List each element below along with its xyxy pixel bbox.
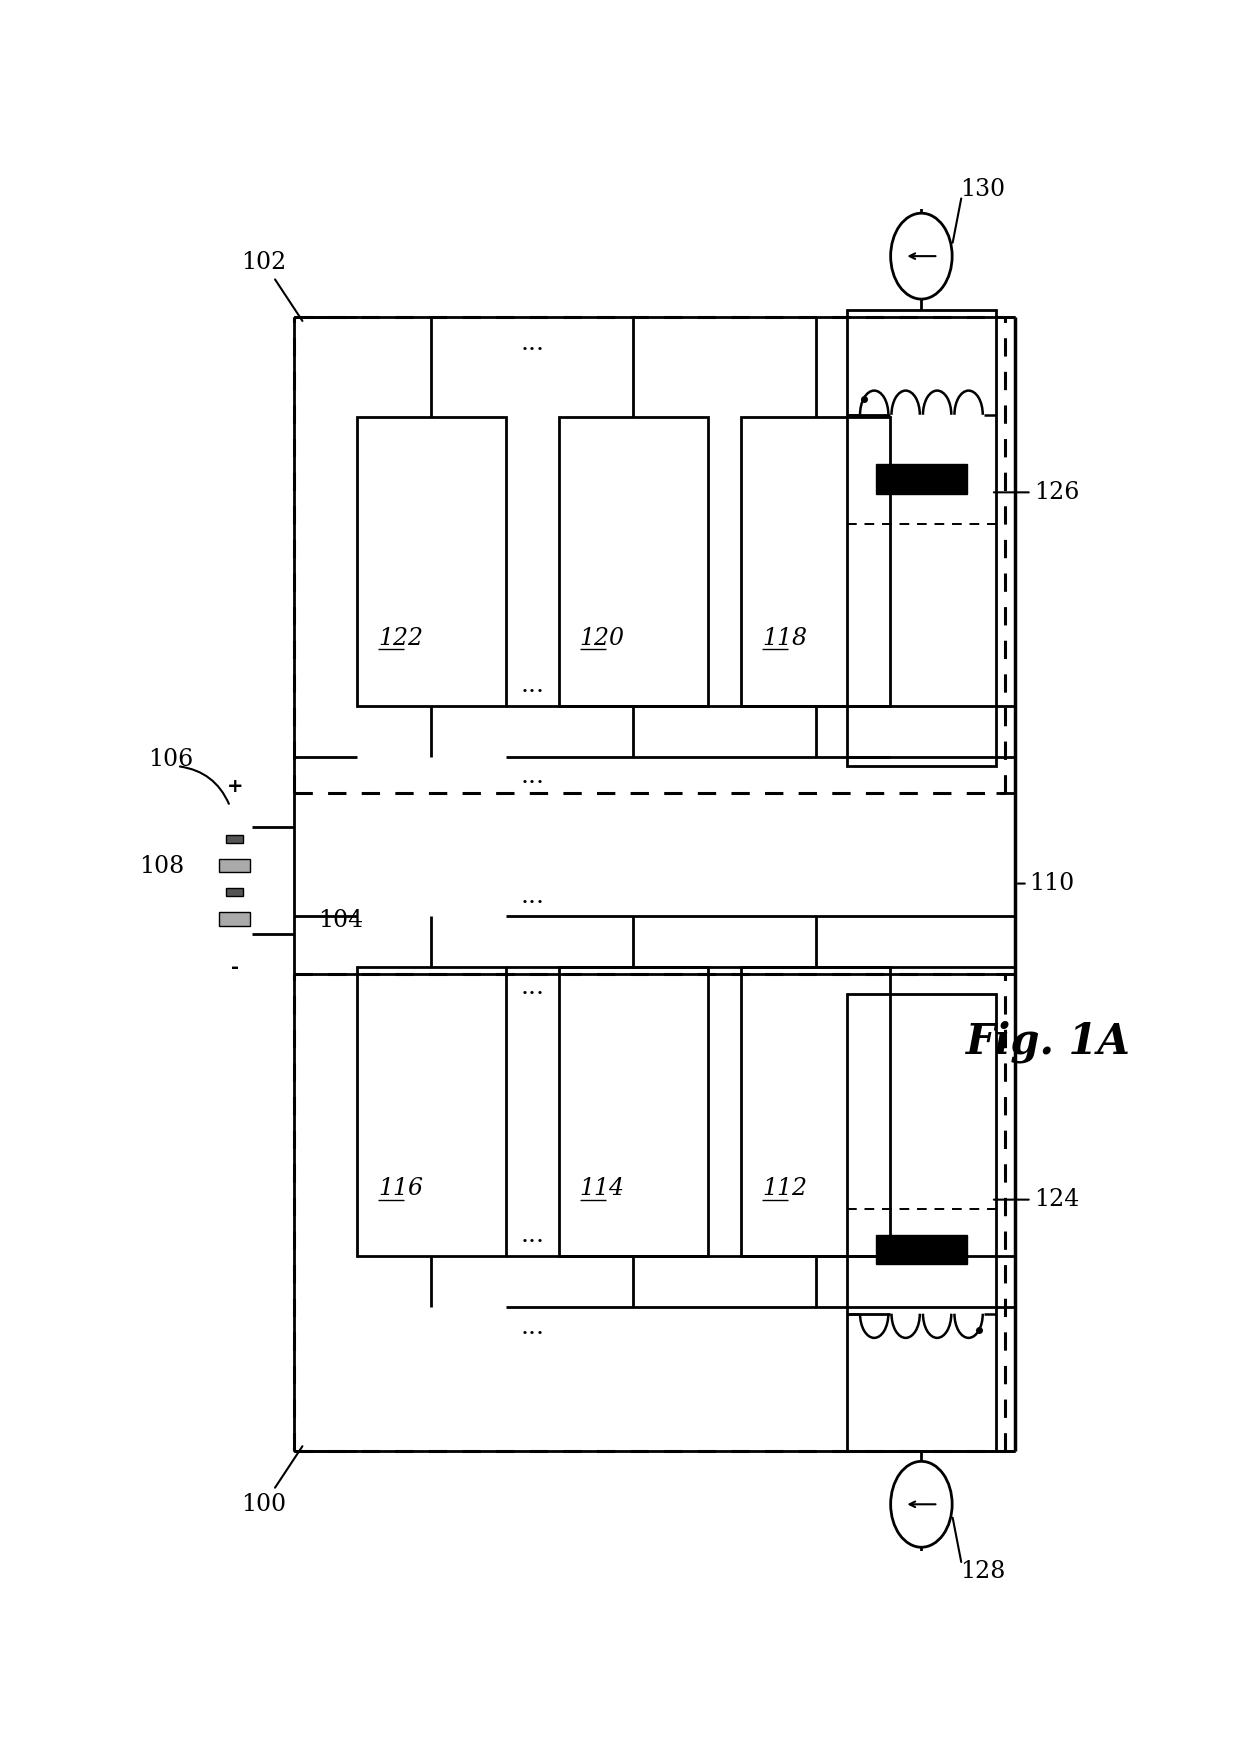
Bar <box>357 967 506 1257</box>
Text: 126: 126 <box>993 481 1080 504</box>
Text: 104: 104 <box>319 910 363 933</box>
Text: 102: 102 <box>242 251 303 321</box>
Bar <box>226 889 243 896</box>
Bar <box>558 417 708 706</box>
Text: +: + <box>227 777 243 797</box>
Text: 116: 116 <box>378 1178 423 1201</box>
Text: ...: ... <box>521 675 544 697</box>
Text: Fig. 1A: Fig. 1A <box>966 1020 1131 1063</box>
Text: 112: 112 <box>763 1178 807 1201</box>
Text: -: - <box>231 959 239 978</box>
Text: ...: ... <box>521 1316 544 1339</box>
Bar <box>875 464 967 493</box>
Text: 100: 100 <box>242 1447 303 1516</box>
Text: ...: ... <box>521 331 544 356</box>
Text: 118: 118 <box>763 627 807 650</box>
Text: 106: 106 <box>149 748 193 770</box>
Text: 130: 130 <box>960 178 1004 200</box>
Bar <box>875 1234 967 1264</box>
Text: ...: ... <box>521 1224 544 1248</box>
Bar <box>742 417 890 706</box>
Bar <box>558 967 708 1257</box>
Bar <box>219 912 250 926</box>
Text: ...: ... <box>521 976 544 999</box>
Bar <box>219 859 250 872</box>
Bar <box>226 835 243 842</box>
Text: 122: 122 <box>378 627 423 650</box>
Text: 120: 120 <box>580 627 625 650</box>
Text: 114: 114 <box>580 1178 625 1201</box>
Text: ...: ... <box>521 885 544 908</box>
Text: 128: 128 <box>960 1560 1006 1583</box>
Text: 124: 124 <box>993 1189 1080 1211</box>
Bar <box>742 967 890 1257</box>
Bar <box>357 417 506 706</box>
Text: ...: ... <box>521 765 544 788</box>
Text: 108: 108 <box>139 856 184 878</box>
Bar <box>847 994 996 1450</box>
Bar <box>847 310 996 767</box>
Text: 110: 110 <box>1029 872 1075 896</box>
